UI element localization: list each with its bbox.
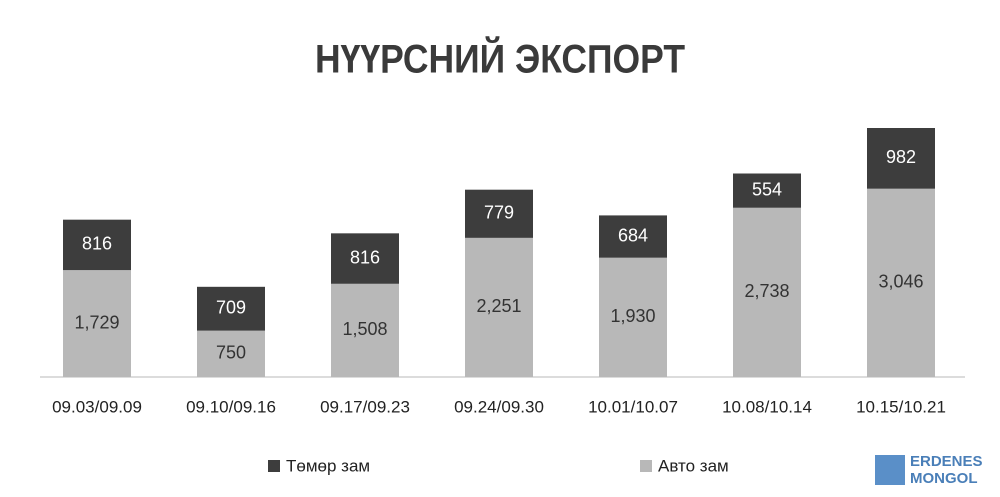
bar-segment	[867, 128, 935, 189]
data-label: 1,729	[74, 312, 119, 332]
bar-segment	[331, 283, 399, 377]
x-tick-label: 10.01/10.07	[588, 397, 678, 416]
bar-segment	[733, 207, 801, 377]
bar-segment	[331, 233, 399, 284]
x-tick-label: 10.08/10.14	[722, 397, 812, 416]
bar-segment	[465, 189, 533, 238]
data-label: 684	[618, 225, 648, 245]
data-label: 1,508	[342, 319, 387, 339]
logo-icon	[875, 455, 905, 485]
data-label: 779	[484, 203, 514, 223]
chart-title: НҮҮРСНИЙ ЭКСПОРТ	[315, 36, 685, 82]
bar-segment	[63, 219, 131, 271]
data-label: 982	[886, 147, 916, 167]
bar-segment	[197, 330, 265, 377]
data-label: 2,738	[744, 281, 789, 301]
data-label: 816	[82, 234, 112, 254]
bar-segment	[63, 270, 131, 377]
x-tick-label: 09.17/09.23	[320, 397, 410, 416]
data-label: 709	[216, 297, 246, 317]
x-tick-label: 09.10/09.16	[186, 397, 276, 416]
bar-segment	[465, 237, 533, 377]
x-tick-label: 09.24/09.30	[454, 397, 544, 416]
data-label: 2,251	[476, 296, 521, 316]
bar-segment	[733, 173, 801, 208]
data-label: 3,046	[878, 272, 923, 292]
x-tick-label: 09.03/09.09	[52, 397, 142, 416]
bar-segment	[197, 286, 265, 331]
legend-swatch	[640, 460, 652, 472]
data-label: 1,930	[610, 306, 655, 326]
data-label: 750	[216, 343, 246, 363]
bar-segment	[867, 188, 935, 377]
bar-segment	[599, 215, 667, 258]
x-tick-label: 10.15/10.21	[856, 397, 946, 416]
watermark: ERDENES	[910, 453, 983, 470]
data-label: 554	[752, 179, 782, 199]
legend-label: Төмөр зам	[286, 456, 370, 475]
bar-segment	[599, 257, 667, 377]
legend-swatch	[268, 460, 280, 472]
data-label: 816	[350, 247, 380, 267]
watermark: MONGOL	[910, 470, 978, 487]
legend-label: Авто зам	[658, 456, 729, 475]
